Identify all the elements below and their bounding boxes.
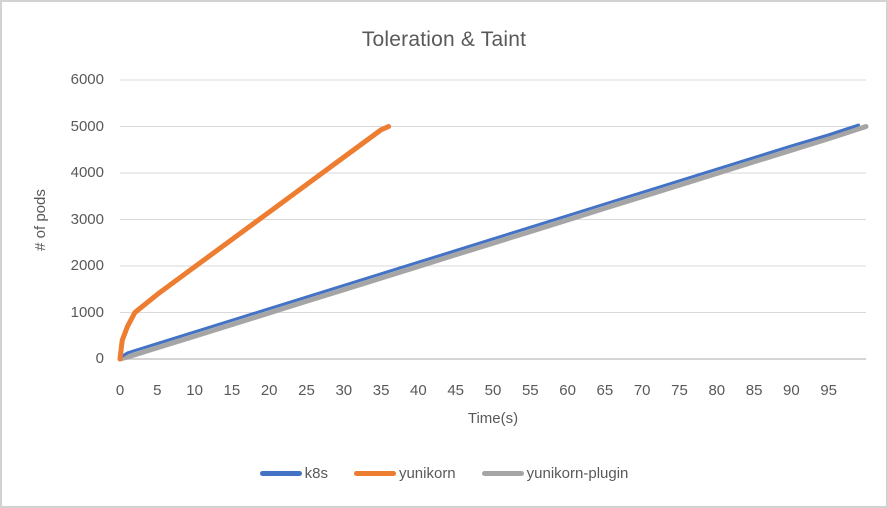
legend-swatch-k8s: [259, 471, 302, 476]
x-tick-label: 35: [372, 382, 390, 399]
y-tick-label: 5000: [70, 117, 104, 135]
x-tick-label: 30: [335, 382, 353, 399]
x-tick-label: 85: [745, 382, 763, 399]
legend-item-yunikorn: yunikorn: [353, 465, 456, 482]
y-tick-label: 1000: [70, 303, 104, 321]
y-tick-label: 2000: [70, 257, 104, 274]
legend-swatch-yunikorn: [353, 471, 396, 476]
x-tick-label: 95: [820, 382, 838, 399]
x-tick-label: 5: [153, 382, 162, 399]
legend-label: k8s: [304, 465, 328, 482]
x-tick-label: 15: [223, 382, 241, 399]
y-tick-label: 0: [95, 350, 104, 367]
x-tick-label: 75: [671, 382, 688, 399]
y-tick-label: 6000: [70, 71, 104, 88]
x-tick-label: 25: [298, 382, 315, 399]
x-axis-title: Time(s): [467, 410, 519, 427]
x-tick-label: 10: [186, 382, 203, 399]
series-line-yunikorn-plugin: [117, 124, 869, 362]
y-tick-label: 4000: [70, 164, 104, 181]
series-line-k8s: [118, 123, 860, 359]
legend: k8s yunikorn yunikorn-plugin: [2, 465, 886, 482]
legend-swatch-yunikorn-plugin: [481, 471, 524, 476]
x-tick-label: 0: [115, 382, 125, 399]
x-tick-label: 45: [447, 382, 465, 399]
x-tick-label: 60: [559, 382, 576, 399]
x-tick-label: 65: [596, 382, 614, 399]
legend-item-yunikorn-plugin: yunikorn-plugin: [481, 465, 629, 482]
x-tick-label: 55: [521, 382, 539, 399]
chart-title: Toleration & Taint: [361, 28, 527, 51]
x-tick-label: 50: [484, 382, 502, 399]
y-tick-label: 3000: [70, 210, 104, 228]
x-tick-label: 90: [783, 382, 800, 399]
x-tick-label: 80: [708, 382, 726, 399]
legend-label: yunikorn-plugin: [526, 465, 629, 482]
x-tick-label: 40: [410, 382, 427, 399]
x-tick-label: 70: [633, 382, 651, 399]
legend-item-k8s: k8s: [259, 465, 328, 482]
series-line-yunikorn: [117, 124, 392, 362]
legend-label: yunikorn: [398, 465, 456, 482]
x-tick-label: 20: [260, 382, 278, 399]
